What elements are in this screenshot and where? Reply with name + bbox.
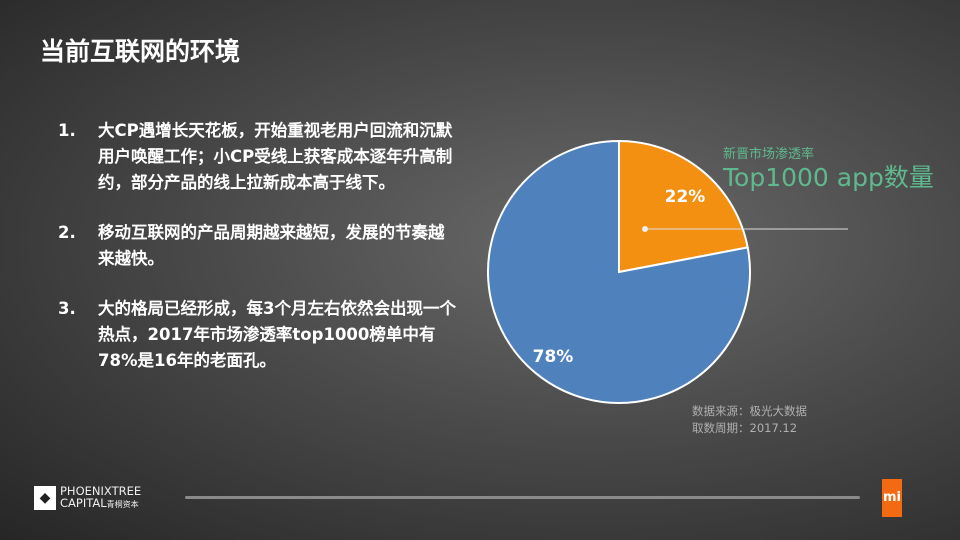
data-source: 数据来源：极光大数据 取数周期：2017.12 <box>692 403 807 437</box>
phoenixtree-logo: ◆ PHOENIXTREE CAPITAL青桐资本 <box>34 485 141 511</box>
bullet-text: 移动互联网的产品周期越来越短，发展的节奏越来越快。 <box>98 223 445 268</box>
pie-slice <box>618 139 749 274</box>
chart-title: Top1000 app数量 <box>723 163 934 192</box>
bullet-item: 2. 移动互联网的产品周期越来越短，发展的节奏越来越快。 <box>58 220 458 272</box>
bullet-text: 大CP遇增长天花板，开始重视老用户回流和沉默用户唤醒工作；小CP受线上获客成本逐… <box>98 121 453 192</box>
footer-divider <box>185 496 860 499</box>
bullet-text: 大的格局已经形成，每3个月左右依然会出现一个热点，2017年市场渗透率top10… <box>98 299 456 370</box>
phoenix-icon: ◆ <box>34 486 56 510</box>
source-line: 数据来源：极光大数据 <box>692 404 807 418</box>
mi-logo: mi <box>882 479 902 517</box>
bullet-item: 3. 大的格局已经形成，每3个月左右依然会出现一个热点，2017年市场渗透率top… <box>58 296 458 374</box>
pie-slice <box>487 139 751 404</box>
logo-line2: CAPITAL <box>60 496 107 510</box>
bullet-number: 3. <box>58 299 76 318</box>
period-line: 取数周期：2017.12 <box>692 421 798 435</box>
logo-cn: 青桐资本 <box>106 500 139 509</box>
logo-line1: PHOENIXTREE <box>60 484 142 498</box>
bullet-list: 1. 大CP遇增长天花板，开始重视老用户回流和沉默用户唤醒工作；小CP受线上获客成… <box>58 118 458 398</box>
slice-label: 22% <box>665 187 706 207</box>
bullet-item: 1. 大CP遇增长天花板，开始重视老用户回流和沉默用户唤醒工作；小CP受线上获客成… <box>58 118 458 196</box>
bullet-number: 2. <box>58 223 76 242</box>
slice-label: 78% <box>533 347 574 367</box>
chart-subtitle: 新晋市场渗透率 <box>723 147 815 162</box>
leader-dot <box>642 226 648 232</box>
slide-title: 当前互联网的环境 <box>40 37 241 66</box>
bullet-number: 1. <box>58 121 76 140</box>
